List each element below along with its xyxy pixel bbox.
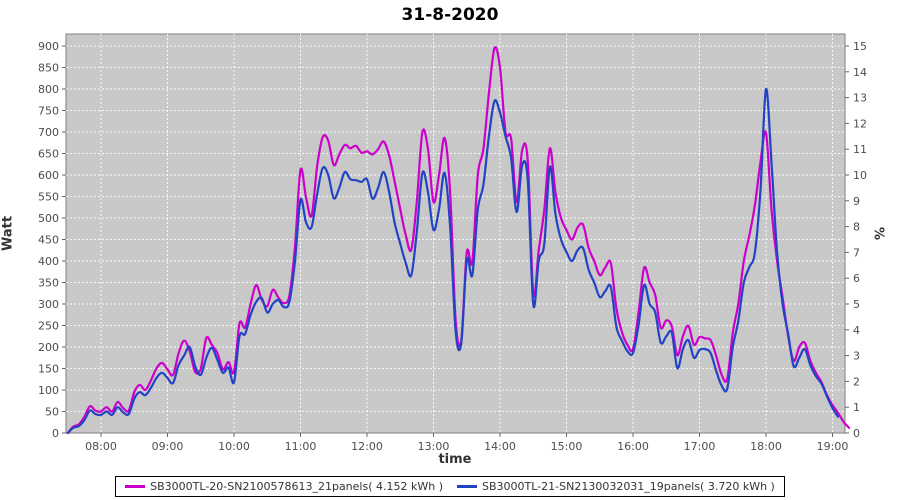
svg-text:150: 150: [38, 363, 59, 376]
svg-text:14:00: 14:00: [484, 440, 516, 453]
x-axis-label: time: [438, 452, 472, 467]
legend-label-series2: SB3000TL-21-SN2130032031_19panels( 3.720…: [482, 480, 775, 493]
svg-text:7: 7: [853, 246, 860, 259]
svg-text:16:00: 16:00: [617, 440, 649, 453]
svg-text:2: 2: [853, 375, 860, 388]
legend-label-series1: SB3000TL-20-SN2100578613_21panels( 4.152…: [150, 480, 443, 493]
legend: SB3000TL-20-SN2100578613_21panels( 4.152…: [0, 476, 900, 497]
svg-text:17:00: 17:00: [684, 440, 716, 453]
svg-text:800: 800: [38, 83, 59, 96]
legend-item-series2: SB3000TL-21-SN2130032031_19panels( 3.720…: [457, 480, 775, 493]
svg-text:6: 6: [853, 272, 860, 285]
svg-text:4: 4: [853, 324, 860, 337]
series2-line-swatch: [457, 485, 477, 488]
svg-text:13:00: 13:00: [418, 440, 450, 453]
y-axis-label-left: Watt: [0, 215, 16, 252]
legend-box: SB3000TL-20-SN2100578613_21panels( 4.152…: [115, 476, 785, 497]
svg-text:100: 100: [38, 384, 59, 397]
svg-text:50: 50: [45, 406, 59, 419]
svg-text:18:00: 18:00: [750, 440, 782, 453]
svg-text:350: 350: [38, 277, 59, 290]
svg-text:0: 0: [52, 427, 59, 440]
svg-text:13: 13: [853, 92, 867, 105]
legend-item-series1: SB3000TL-20-SN2100578613_21panels( 4.152…: [125, 480, 443, 493]
svg-text:900: 900: [38, 40, 59, 53]
svg-text:200: 200: [38, 341, 59, 354]
svg-text:500: 500: [38, 212, 59, 225]
svg-text:3: 3: [853, 350, 860, 363]
svg-text:450: 450: [38, 234, 59, 247]
svg-text:700: 700: [38, 126, 59, 139]
svg-text:09:00: 09:00: [152, 440, 184, 453]
svg-text:08:00: 08:00: [85, 440, 117, 453]
svg-text:0: 0: [853, 427, 860, 440]
svg-text:750: 750: [38, 105, 59, 118]
svg-text:11: 11: [853, 143, 867, 156]
svg-text:5: 5: [853, 298, 860, 311]
svg-text:400: 400: [38, 255, 59, 268]
svg-text:14: 14: [853, 66, 867, 79]
svg-text:9: 9: [853, 195, 860, 208]
svg-text:250: 250: [38, 320, 59, 333]
svg-text:15:00: 15:00: [551, 440, 583, 453]
series1-line-swatch: [125, 485, 146, 488]
svg-text:850: 850: [38, 62, 59, 75]
svg-text:15: 15: [853, 40, 867, 53]
svg-text:1: 1: [853, 401, 860, 414]
svg-text:10: 10: [853, 169, 867, 182]
svg-text:8: 8: [853, 221, 860, 234]
svg-text:600: 600: [38, 169, 59, 182]
svg-text:300: 300: [38, 298, 59, 311]
y-axis-label-right: %: [870, 226, 886, 241]
svg-text:550: 550: [38, 191, 59, 204]
svg-text:12: 12: [853, 117, 867, 130]
plot-area: 0501001502002503003504004505005506006507…: [38, 33, 867, 453]
chart-title: 31-8-2020: [401, 5, 499, 25]
svg-text:19:00: 19:00: [817, 440, 849, 453]
svg-text:650: 650: [38, 148, 59, 161]
svg-text:11:00: 11:00: [285, 440, 317, 453]
svg-text:10:00: 10:00: [218, 440, 250, 453]
svg-text:12:00: 12:00: [351, 440, 383, 453]
